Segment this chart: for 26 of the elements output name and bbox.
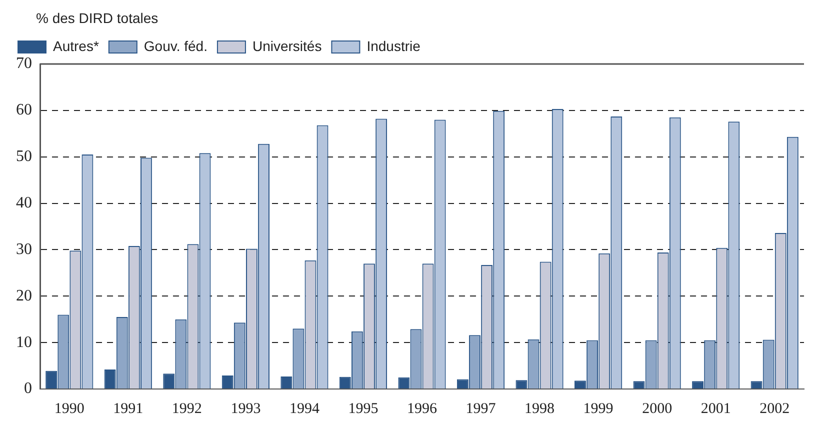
x-tick-label: 1992 xyxy=(172,400,202,417)
y-tick-label: 60 xyxy=(16,102,32,119)
x-tick-label: 1993 xyxy=(230,400,261,417)
x-tick-label: 1995 xyxy=(348,400,378,417)
legend-label: Gouv. féd. xyxy=(144,38,208,54)
y-tick-label: 50 xyxy=(16,148,32,166)
x-tick-label: 2000 xyxy=(642,400,672,417)
x-tick-label: 2002 xyxy=(760,400,790,417)
x-tick-label: 1991 xyxy=(113,400,144,417)
x-tick-label: 2001 xyxy=(700,400,731,417)
y-tick-label: 70 xyxy=(16,55,32,72)
x-tick-label: 1999 xyxy=(583,400,614,417)
x-tick-label: 1998 xyxy=(524,400,555,417)
y-tick-label: 30 xyxy=(16,240,32,258)
y-tick-label: 0 xyxy=(24,380,32,398)
legend-label: Autres* xyxy=(53,38,100,54)
y-tick-label: 20 xyxy=(16,287,32,304)
y-tick-label: 10 xyxy=(16,334,32,351)
y-tick-label: 40 xyxy=(16,194,32,212)
y-axis-title: % des DIRD totales xyxy=(36,10,158,26)
x-tick-label: 1996 xyxy=(407,400,438,417)
legend-label: Industrie xyxy=(366,38,421,54)
legend-label: Universités xyxy=(252,38,322,54)
x-tick-label: 1997 xyxy=(466,400,496,417)
x-tick-label: 1994 xyxy=(289,400,320,417)
x-tick-label: 1990 xyxy=(54,400,84,417)
